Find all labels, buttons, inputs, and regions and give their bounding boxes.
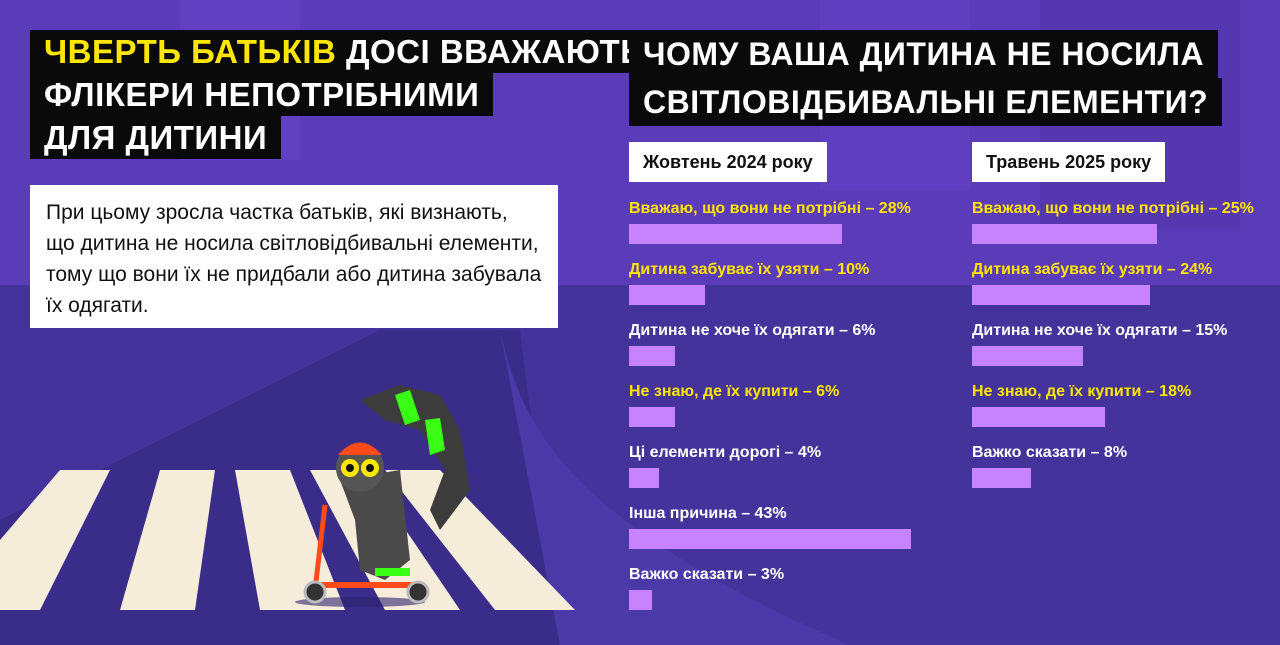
- bar: [629, 590, 652, 610]
- bar-item: Ці елементи дорогі – 4%: [629, 444, 821, 488]
- bar-item: Інша причина – 43%: [629, 505, 911, 549]
- bar: [972, 346, 1083, 366]
- bar-item: Дитина забуває їх узяти – 24%: [972, 261, 1212, 305]
- bar-item: Важко сказати – 3%: [629, 566, 784, 610]
- bar-label: Вважаю, що вони не потрібні – 28%: [629, 200, 911, 217]
- chart-header: Жовтень 2024 року: [629, 142, 827, 182]
- bar: [629, 529, 911, 549]
- bar-item: Дитина не хоче їх одягати – 6%: [629, 322, 875, 366]
- bar-label: Важко сказати – 3%: [629, 566, 785, 583]
- bar-item: Вважаю, що вони не потрібні – 25%: [972, 200, 1254, 244]
- bar-label: Дитина не хоче їх одягати – 15%: [972, 322, 1228, 339]
- bar-label: Важко сказати – 8%: [972, 444, 1128, 461]
- title-line-3: ДЛЯ ДИТИНИ: [30, 116, 282, 159]
- chart-may-2025: Травень 2025 року Вважаю, що вони не пот…: [972, 142, 1254, 488]
- title-text: ДОСІ ВВАЖАЮТЬ: [336, 33, 645, 70]
- bar: [972, 407, 1106, 427]
- bar-label: Інша причина – 43%: [629, 505, 787, 522]
- bar-label: Не знаю, де їх купити – 6%: [629, 383, 840, 400]
- bar-item: Не знаю, де їх купити – 6%: [629, 383, 839, 427]
- bar-item: Важко сказати – 8%: [972, 444, 1127, 488]
- bar: [972, 468, 1032, 488]
- bar: [629, 407, 675, 427]
- chart-title-line-1: ЧОМУ ВАША ДИТИНА НЕ НОСИЛА: [629, 30, 1219, 78]
- bar: [972, 224, 1157, 244]
- bar: [629, 468, 660, 488]
- bar-label: Дитина не хоче їх одягати – 6%: [629, 322, 876, 339]
- chart-title: ЧОМУ ВАША ДИТИНА НЕ НОСИЛА СВІТЛОВІДБИВА…: [629, 30, 1223, 126]
- bar: [629, 346, 675, 366]
- bar-item: Вважаю, що вони не потрібні – 28%: [629, 200, 911, 244]
- bar-item: Дитина забуває їх узяти – 10%: [629, 261, 869, 305]
- chart-header: Травень 2025 року: [972, 142, 1166, 182]
- bar-label: Не знаю, де їх купити – 18%: [972, 383, 1192, 400]
- bar: [972, 285, 1150, 305]
- bar-item: Не знаю, де їх купити – 18%: [972, 383, 1191, 427]
- title-line-2: ФЛІКЕРИ НЕПОТРІБНИМИ: [30, 73, 494, 116]
- bar-label: Вважаю, що вони не потрібні – 25%: [972, 200, 1254, 217]
- title-highlight: ЧВЕРТЬ БАТЬКІВ: [44, 33, 337, 70]
- chart-october-2024: Жовтень 2024 року Вважаю, що вони не пот…: [629, 142, 911, 610]
- lemur-on-scooter-illustration: [295, 385, 470, 607]
- bar-label: Дитина забуває їх узяти – 10%: [629, 261, 870, 278]
- bar: [629, 224, 842, 244]
- bar-label: Ці елементи дорогі – 4%: [629, 444, 822, 461]
- bar-item: Дитина не хоче їх одягати – 15%: [972, 322, 1227, 366]
- bar: [629, 285, 705, 305]
- bar-label: Дитина забуває їх узяти – 24%: [972, 261, 1213, 278]
- chart-title-line-2: СВІТЛОВІДБИВАЛЬНІ ЕЛЕМЕНТИ?: [629, 78, 1223, 126]
- description-box: При цьому зросла частка батьків, які виз…: [30, 185, 558, 328]
- main-title: ЧВЕРТЬ БАТЬКІВ ДОСІ ВВАЖАЮТЬ ФЛІКЕРИ НЕП…: [30, 30, 659, 159]
